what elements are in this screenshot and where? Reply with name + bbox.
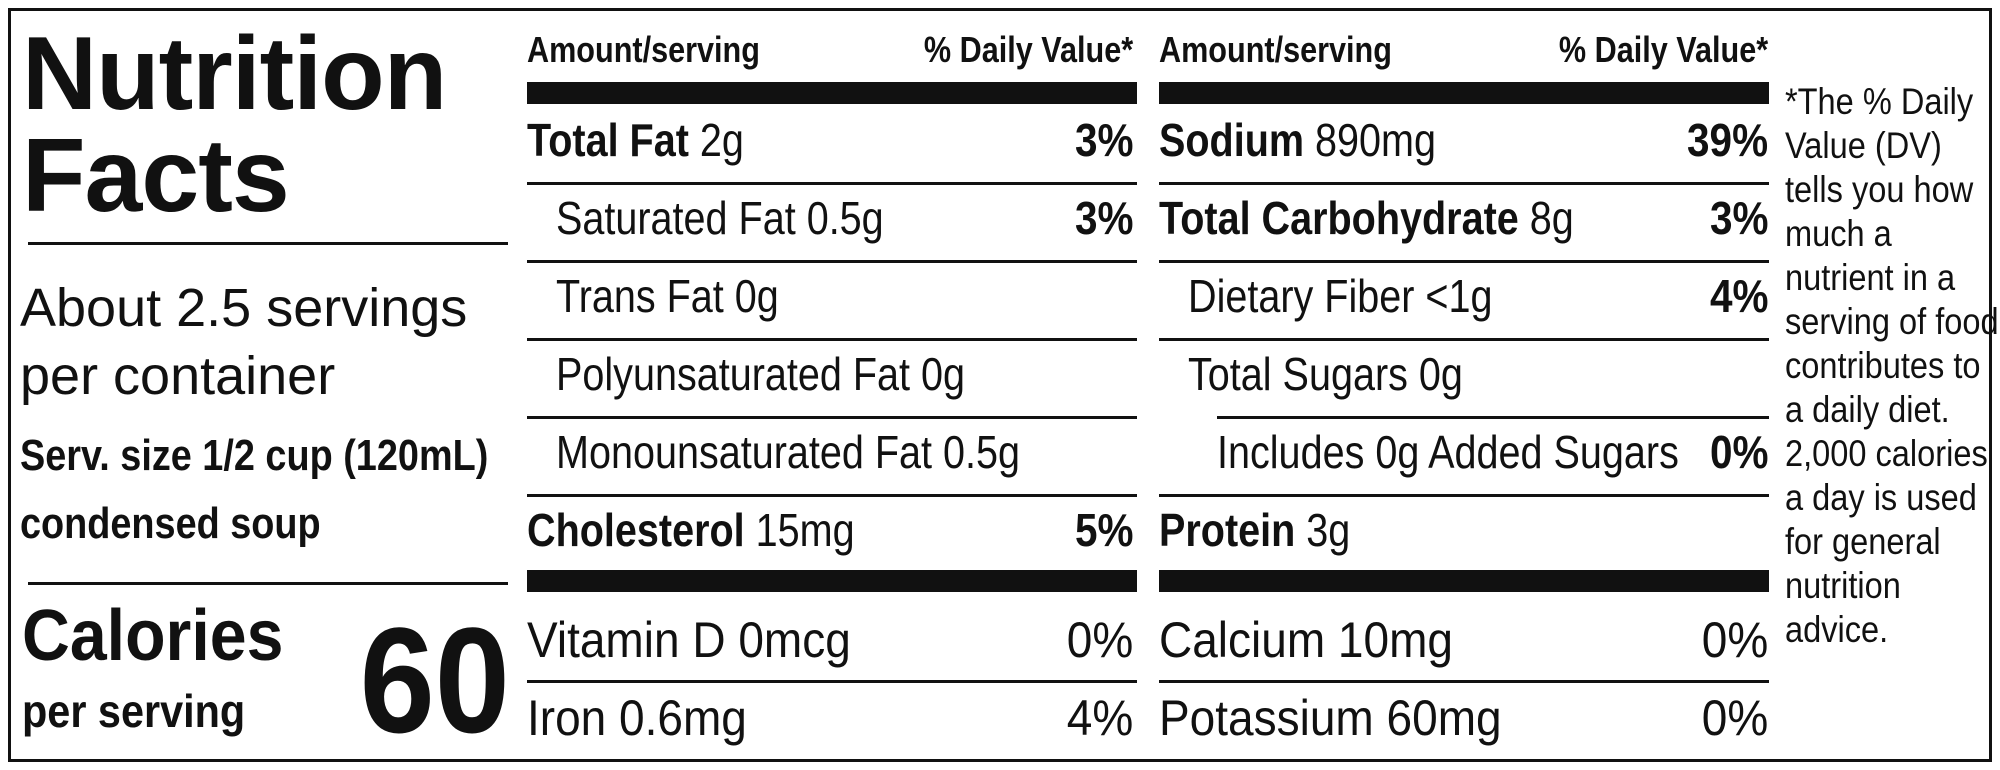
divider [1159, 494, 1769, 497]
total-fat-row: Total Fat 2g [527, 114, 744, 166]
polyunsaturated-fat-row: Polyunsaturated Fat 0g [556, 348, 966, 400]
divider [527, 182, 1137, 185]
title-line-1: Nutrition [22, 16, 447, 132]
serving-size-line-1: Serv. size 1/2 cup (120mL) [20, 431, 489, 480]
sodium-dv: 39% [1686, 114, 1768, 166]
divider [1159, 338, 1769, 341]
daily-value-header: % Daily Value* [923, 29, 1133, 70]
daily-value-header: % Daily Value* [1558, 29, 1768, 70]
daily-value-footnote: *The % Daily Value (DV) tells you how mu… [1785, 80, 1999, 652]
thick-divider [527, 82, 1137, 104]
footnote-line: Value (DV) [1785, 125, 1942, 166]
iron-row: Iron 0.6mg [527, 690, 747, 746]
divider [527, 494, 1137, 497]
added-sugars-row: Includes 0g Added Sugars [1217, 426, 1679, 478]
amount-per-serving-header: Amount/serving [1159, 29, 1392, 70]
footnote-line: nutrient in a [1785, 257, 1956, 298]
vitamin-d-row: Vitamin D 0mcg [527, 612, 851, 668]
thick-divider [527, 570, 1137, 592]
nutrient-name: Protein [1159, 504, 1296, 556]
trans-fat-row: Trans Fat 0g [556, 270, 779, 322]
saturated-fat-row: Saturated Fat 0.5g [556, 192, 884, 244]
servings-per-container-line-2: per container [20, 346, 336, 406]
sodium-row: Sodium 890mg [1159, 114, 1436, 166]
serving-size-line-2: condensed soup [20, 499, 321, 548]
nutrient-name: Total Fat [527, 114, 689, 166]
nutrient-amount: 890mg [1304, 114, 1437, 166]
calcium-dv: 0% [1701, 612, 1768, 668]
footnote-line: contributes to [1785, 345, 1981, 386]
divider [28, 242, 508, 245]
saturated-fat-dv: 3% [1074, 192, 1133, 244]
servings-per-container-line-1: About 2.5 servings [20, 278, 468, 338]
footnote-line: tells you how [1785, 169, 1974, 210]
thick-divider [1159, 570, 1769, 592]
potassium-dv: 0% [1701, 690, 1768, 746]
nutrient-amount: 8g [1518, 192, 1574, 244]
potassium-row: Potassium 60mg [1159, 690, 1502, 746]
calcium-row: Calcium 10mg [1159, 612, 1453, 668]
footnote-line: serving of food [1785, 301, 1999, 342]
nutrient-name: Total Carbohydrate [1159, 192, 1519, 244]
nutrient-amount: 3g [1295, 504, 1351, 556]
divider [28, 582, 508, 585]
cholesterol-row: Cholesterol 15mg [527, 504, 855, 556]
footnote-line: advice. [1785, 609, 1889, 650]
calories-sub-label: per serving [22, 685, 246, 737]
total-fat-dv: 3% [1074, 114, 1133, 166]
calories-value: 60 [359, 596, 510, 764]
footnote-line: much a [1785, 213, 1892, 254]
footnote-line: a daily diet. [1785, 389, 1950, 430]
divider [527, 680, 1137, 683]
dietary-fiber-row: Dietary Fiber <1g [1188, 270, 1493, 322]
divider [1159, 182, 1769, 185]
divider [527, 338, 1137, 341]
nutrient-name: Cholesterol [527, 504, 745, 556]
nutrient-name: Sodium [1159, 114, 1305, 166]
divider [527, 416, 1137, 419]
divider [1159, 680, 1769, 683]
divider [1217, 416, 1769, 419]
divider [1159, 260, 1769, 263]
cholesterol-dv: 5% [1074, 504, 1133, 556]
footnote-line: for general [1785, 521, 1941, 562]
total-carbohydrate-row: Total Carbohydrate 8g [1159, 192, 1574, 244]
nutrient-amount: 15mg [744, 504, 855, 556]
divider [527, 260, 1137, 263]
added-sugars-dv: 0% [1709, 426, 1768, 478]
monounsaturated-fat-row: Monounsaturated Fat 0.5g [556, 426, 1021, 478]
total-sugars-row: Total Sugars 0g [1188, 348, 1463, 400]
total-carbohydrate-dv: 3% [1709, 192, 1768, 244]
calories-label: Calories [22, 596, 284, 676]
vitamin-d-dv: 0% [1066, 612, 1133, 668]
amount-per-serving-header: Amount/serving [527, 29, 760, 70]
footnote-line: a day is used [1785, 477, 1977, 518]
nutrient-amount: 2g [688, 114, 744, 166]
footnote-line: *The % Daily [1785, 81, 1974, 122]
nutrition-label-border [8, 8, 1992, 762]
dietary-fiber-dv: 4% [1709, 270, 1768, 322]
protein-row: Protein 3g [1159, 504, 1350, 556]
footnote-line: 2,000 calories [1785, 433, 1988, 474]
footnote-line: nutrition [1785, 565, 1901, 606]
title-line-2: Facts [22, 118, 290, 234]
thick-divider [1159, 82, 1769, 104]
iron-dv: 4% [1066, 690, 1133, 746]
